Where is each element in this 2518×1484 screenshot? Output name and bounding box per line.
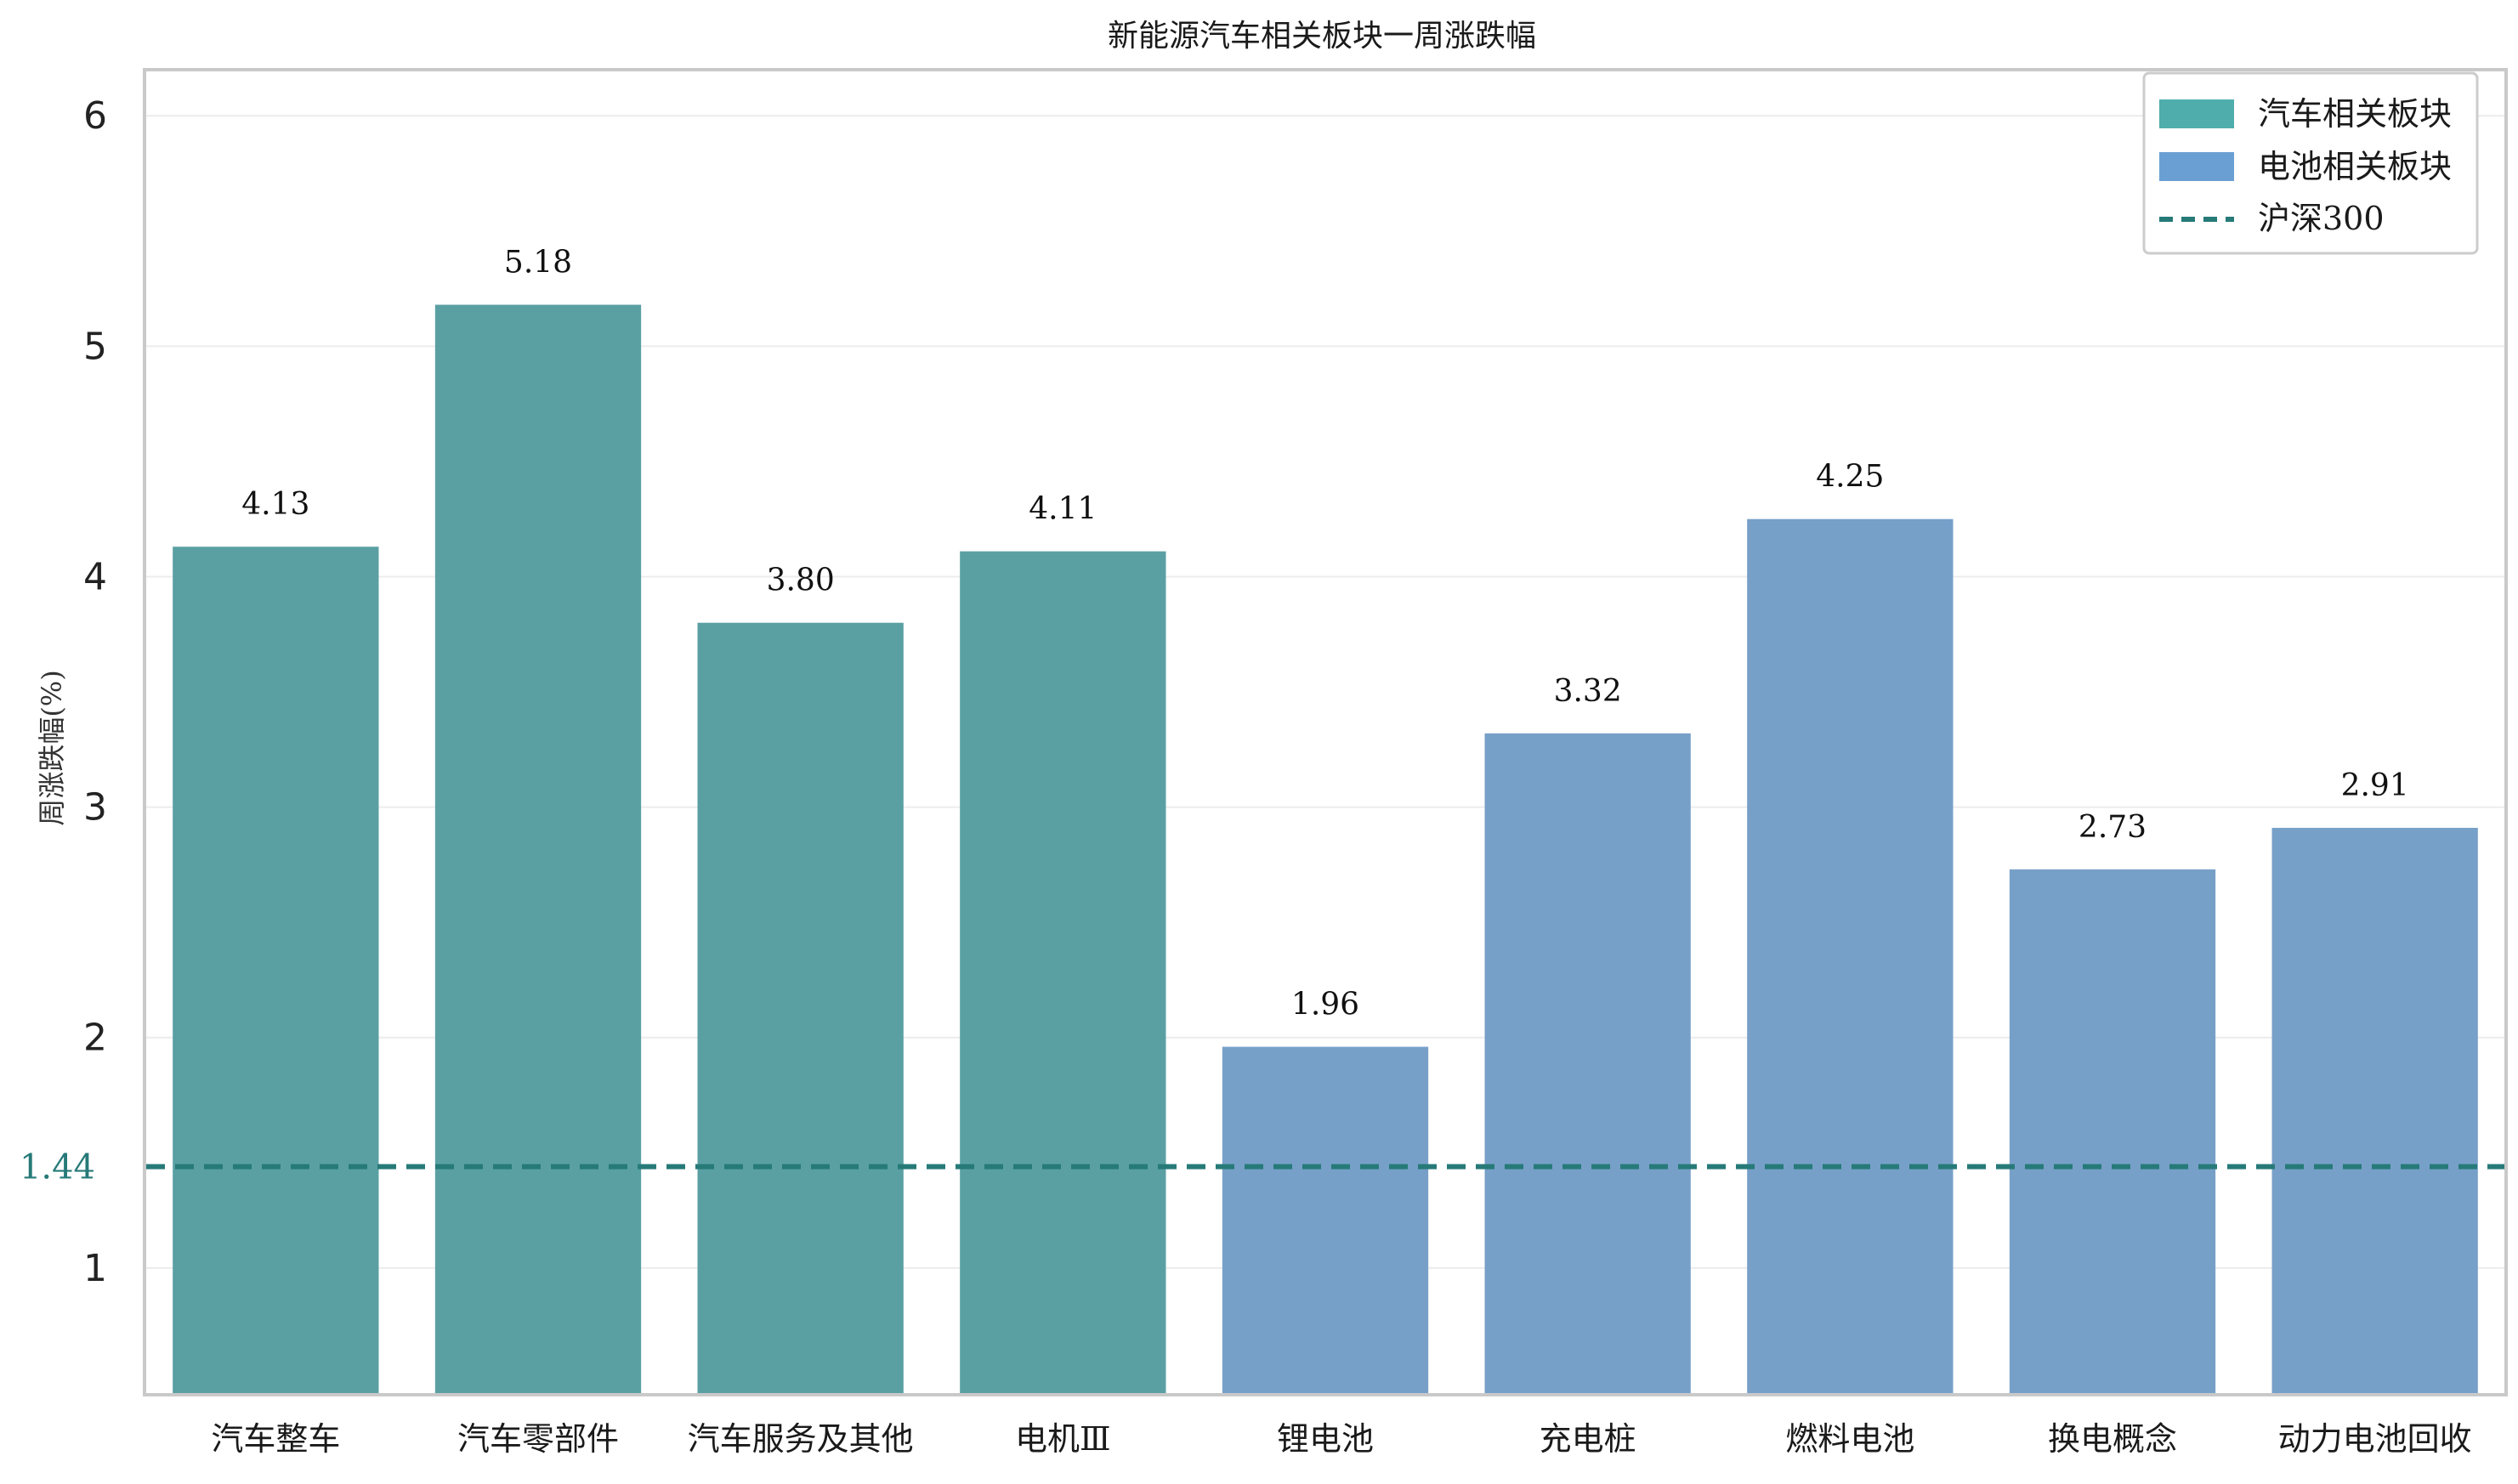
y-tick-label: 6 <box>83 94 107 138</box>
x-tick-label: 锂电池 <box>1277 1420 1374 1458</box>
legend-swatch-auto <box>2159 99 2234 128</box>
x-tick-label: 动力电池回收 <box>2278 1420 2472 1458</box>
data-label: 4.25 <box>1816 460 1884 495</box>
legend-label-hs300: 沪深300 <box>2258 200 2385 237</box>
bar <box>2271 828 2478 1393</box>
legend-label-auto: 汽车相关板块 <box>2258 95 2452 133</box>
data-label: 2.73 <box>2078 810 2147 845</box>
y-tick-label: 1 <box>83 1247 107 1290</box>
value-labels: 4.13 5.18 3.80 4.11 1.96 3.32 4.25 2.73 2.91 <box>241 246 2408 1022</box>
data-label: 2.91 <box>2341 768 2409 803</box>
bar <box>434 304 642 1394</box>
bar <box>1484 733 1691 1393</box>
x-tick-label: 燃料电池 <box>1785 1420 1914 1458</box>
chart-title: 新能源汽车相关板块一周涨跌幅 <box>1108 19 1536 54</box>
bar <box>1222 1046 1429 1393</box>
data-label: 1.96 <box>1291 988 1359 1022</box>
bar <box>2009 869 2216 1393</box>
legend-label-battery: 电池相关板块 <box>2258 148 2452 185</box>
y-tick-label: 2 <box>83 1017 107 1060</box>
x-tick-label: 电机Ⅲ <box>1015 1420 1111 1458</box>
bar <box>173 547 379 1393</box>
x-tick-label: 充电桩 <box>1540 1420 1636 1458</box>
bar <box>960 551 1166 1393</box>
data-label: 3.32 <box>1554 674 1622 709</box>
y-tick-label: 4 <box>83 555 107 598</box>
y-axis-ticks: 1 2 3 4 5 6 <box>83 94 107 1290</box>
bar <box>697 622 904 1393</box>
x-tick-label: 汽车零部件 <box>457 1420 619 1458</box>
data-label: 3.80 <box>767 564 835 598</box>
legend-swatch-battery <box>2159 152 2234 181</box>
reference-line-label: 1.44 <box>20 1148 95 1187</box>
data-label: 5.18 <box>504 246 572 280</box>
y-tick-label: 5 <box>83 325 107 368</box>
y-axis-label: 周涨跌幅(%) <box>36 670 68 825</box>
x-tick-label: 汽车整车 <box>211 1420 340 1458</box>
x-axis-ticks: 汽车整车 汽车零部件 汽车服务及其他 电机Ⅲ 锂电池 充电桩 燃料电池 换电概念 动力电池回收 <box>211 1420 2471 1458</box>
data-label: 4.11 <box>1029 492 1097 527</box>
legend: 汽车相关板块 电池相关板块 沪深300 <box>2142 71 2479 255</box>
y-tick-label: 3 <box>83 786 107 830</box>
reference-line-group: 1.44 <box>20 1148 2504 1187</box>
x-tick-label: 换电概念 <box>2048 1420 2177 1458</box>
bar <box>1747 518 1954 1393</box>
data-label: 4.13 <box>241 487 309 522</box>
bars <box>173 304 2478 1394</box>
x-tick-label: 汽车服务及其他 <box>688 1420 914 1458</box>
